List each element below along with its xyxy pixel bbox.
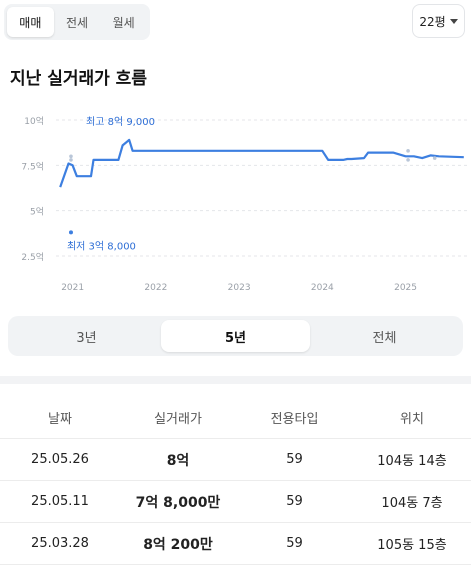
cell-area-type: 59 (236, 438, 353, 481)
table-row[interactable]: 25.03.28 8억 200만 59 105동 15층 (0, 522, 471, 565)
x-tick-label: 2021 (61, 283, 84, 293)
y-tick-label: 2.5억 (21, 251, 44, 263)
deal-type-tabs: 매매 전세 월세 (4, 4, 150, 40)
y-tick-label: 10억 (24, 115, 44, 127)
cell-location: 104동 7층 (353, 480, 471, 523)
chart-annotations: 최고 8억 9,000 최저 3억 8,000 (67, 116, 155, 252)
cell-date: 25.03.28 (0, 522, 120, 565)
table-row[interactable]: 25.05.26 8억 59 104동 14층 (0, 438, 471, 481)
section-divider (0, 376, 471, 384)
trade-points (69, 149, 437, 162)
header-location: 위치 (353, 396, 471, 439)
cell-location: 105동 15층 (353, 522, 471, 565)
cell-area-type: 59 (236, 480, 353, 523)
header-date: 날짜 (0, 396, 120, 439)
x-tick-label: 2025 (394, 283, 417, 293)
trade-point (432, 156, 437, 160)
y-tick-label: 5억 (30, 206, 44, 218)
trade-point (69, 158, 73, 162)
trade-point (406, 149, 410, 153)
y-tick-label: 7.5억 (21, 160, 44, 172)
tab-jeonse[interactable]: 전세 (65, 15, 89, 30)
y-axis-ticks: 10억 7.5억 5억 2.5억 (21, 115, 44, 263)
size-dropdown-value: 22평 (419, 14, 446, 29)
header-price: 실거래가 (120, 396, 236, 439)
cell-price: 7억 8,000만 (120, 480, 236, 523)
x-axis-ticks: 2021 2022 2023 2024 2025 (61, 283, 417, 293)
price-series-line (59, 138, 464, 188)
tab-sale[interactable]: 매매 (7, 7, 54, 37)
cell-area-type: 59 (236, 522, 353, 565)
cell-price: 8억 (120, 438, 236, 481)
size-dropdown[interactable]: 22평 (412, 4, 465, 38)
min-point (68, 230, 73, 235)
trade-point (69, 154, 73, 159)
x-tick-label: 2024 (311, 283, 334, 293)
x-tick-label: 2023 (228, 283, 251, 293)
caret-down-icon (449, 18, 458, 24)
max-price-label: 최고 8억 9,000 (86, 116, 155, 128)
top-bar: 매매 전세 월세 22평 (0, 0, 471, 48)
period-tabs: 3년 5년 전체 (8, 316, 463, 356)
cell-date: 25.05.26 (0, 438, 120, 481)
cell-date: 25.05.11 (0, 480, 120, 523)
price-trend-chart: 10억 7.5억 5억 2.5억 2021 2022 2023 2024 2025 최고 8억… (21, 115, 468, 293)
tab-5-years[interactable]: 5년 (161, 320, 310, 352)
table-header-row: 날짜 실거래가 전용타입 위치 (0, 396, 471, 439)
chart-grid (56, 119, 468, 257)
cell-location: 104동 14층 (353, 438, 471, 481)
min-price-label: 최저 3억 8,000 (67, 240, 136, 252)
header-area-type: 전용타입 (236, 396, 353, 439)
table-row[interactable]: 25.05.11 7억 8,000만 59 104동 7층 (0, 480, 471, 523)
tab-monthly-rent[interactable]: 월세 (112, 15, 135, 30)
tab-all[interactable]: 전체 (372, 330, 397, 346)
tab-3-years[interactable]: 3년 (76, 330, 97, 346)
trade-point (406, 158, 410, 162)
cell-price: 8억 200만 (120, 522, 236, 565)
section-title: 지난 실거래가 흐름 (10, 69, 147, 89)
trade-history-table: 날짜 실거래가 전용타입 위치 25.05.26 8억 59 104동 14층 … (0, 396, 471, 565)
x-tick-label: 2022 (144, 283, 167, 293)
